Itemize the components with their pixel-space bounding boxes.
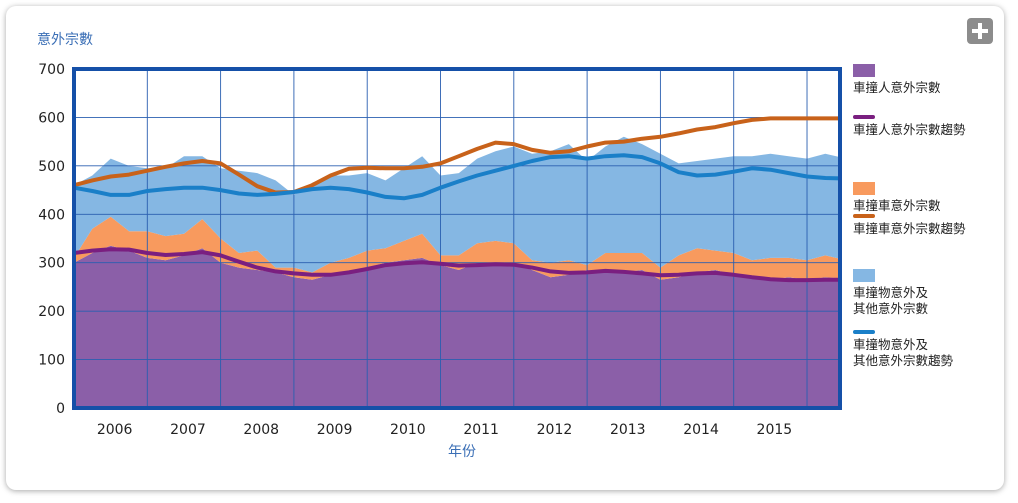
legend-label: 車撞人意外宗數 (853, 80, 941, 95)
y-tick-label: 300 (38, 256, 65, 272)
x-tick-label: 2008 (243, 422, 279, 438)
y-tick-label: 200 (38, 304, 65, 320)
x-tick-label: 2012 (537, 422, 573, 438)
y-tick-label: 0 (56, 401, 65, 417)
area-series-3 (74, 136, 840, 273)
x-tick-label: 2015 (757, 422, 793, 438)
trend-line-3 (72, 153, 842, 201)
legend-item-6[interactable]: 車撞物意外及 其他意外宗數趨勢 (853, 326, 953, 369)
y-tick-label: 100 (38, 353, 65, 369)
y-tick-label: 700 (38, 62, 65, 78)
legend-item-4[interactable]: 車撞車意外宗數趨勢 (853, 210, 966, 237)
expand-plus-icon[interactable] (967, 18, 993, 44)
area-series-1 (74, 245, 840, 408)
y-axis-title: 意外宗數 (37, 32, 93, 48)
x-axis-title: 年份 (448, 444, 476, 460)
x-tick-label: 2014 (683, 422, 719, 438)
legend-label: 車撞車意外宗數 (853, 198, 941, 213)
x-tick-label: 2013 (610, 422, 646, 438)
x-tick-label: 2007 (170, 422, 206, 438)
y-tick-label: 400 (38, 207, 65, 223)
plot-border (72, 67, 842, 410)
y-tick-label: 500 (38, 159, 65, 175)
x-tick-label: 2010 (390, 422, 426, 438)
legend-item-2[interactable]: 車撞人意外宗數趨勢 (853, 111, 966, 138)
legend-label: 車撞人意外宗數趨勢 (853, 122, 966, 137)
legend-swatch (853, 64, 875, 77)
legend-label: 車撞車意外宗數趨勢 (853, 221, 966, 236)
legend-label: 車撞物意外及 其他意外宗數 (853, 285, 929, 316)
legend-swatch (853, 182, 875, 195)
legend-item-3[interactable]: 車撞車意外宗數 (853, 182, 941, 214)
legend-item-5[interactable]: 車撞物意外及 其他意外宗數 (853, 269, 928, 317)
legend-swatch (853, 330, 875, 334)
legend-swatch (853, 269, 875, 282)
legend-item-1[interactable]: 車撞人意外宗數 (853, 64, 941, 96)
legend-label: 車撞物意外及 其他意外宗數趨勢 (853, 337, 954, 368)
legend-swatch (853, 115, 875, 119)
x-tick-label: 2009 (317, 422, 353, 438)
trend-line-1 (72, 247, 842, 283)
trend-line-2 (72, 116, 842, 195)
x-tick-label: 2006 (97, 422, 133, 438)
legend-swatch (853, 214, 875, 218)
y-tick-label: 600 (38, 110, 65, 126)
area-series-2 (74, 216, 840, 280)
x-tick-label: 2011 (463, 422, 499, 438)
